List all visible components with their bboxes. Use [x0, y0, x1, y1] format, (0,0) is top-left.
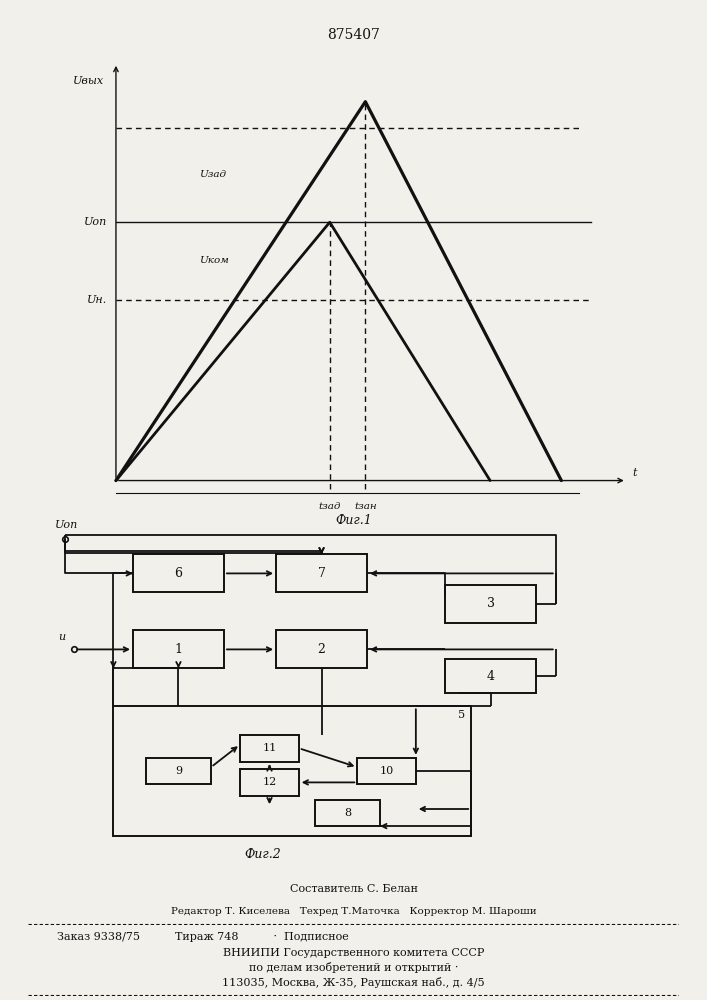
Text: Uоп: Uоп [84, 217, 107, 227]
Text: ВНИИПИ Государственного комитета СССР: ВНИИПИ Государственного комитета СССР [223, 948, 484, 958]
Text: 4: 4 [486, 670, 495, 682]
Bar [315, 800, 380, 826]
Text: Фиг.2: Фиг.2 [245, 848, 281, 861]
Text: 12: 12 [262, 777, 276, 787]
Text: Uн.: Uн. [87, 295, 107, 305]
Text: 6: 6 [175, 567, 182, 580]
Text: 9: 9 [175, 766, 182, 776]
Text: 11: 11 [262, 743, 276, 753]
Text: Редактор Т. Киселева   Техред Т.Маточка   Корректор М. Шароши: Редактор Т. Киселева Техред Т.Маточка Ко… [170, 907, 537, 916]
Text: 7: 7 [317, 567, 325, 580]
Text: Заказ 9338/75          Тираж 748          ·  Подписное: Заказ 9338/75 Тираж 748 · Подписное [57, 932, 349, 942]
Bar [133, 554, 224, 592]
Bar [276, 630, 367, 668]
Text: 1: 1 [175, 643, 182, 656]
Text: 875407: 875407 [327, 28, 380, 42]
Text: Uвых: Uвых [73, 76, 104, 86]
Text: 113035, Москва, Ж-35, Раушская наб., д. 4/5: 113035, Москва, Ж-35, Раушская наб., д. … [222, 977, 485, 988]
Bar [240, 735, 299, 762]
Bar [146, 758, 211, 784]
Text: Uзад: Uзад [199, 170, 226, 179]
Text: tзан: tзан [354, 502, 377, 511]
Text: 10: 10 [380, 766, 394, 776]
Text: Uком: Uком [199, 256, 229, 265]
Text: u: u [58, 632, 65, 642]
Bar [133, 630, 224, 668]
Text: 3: 3 [486, 597, 495, 610]
Bar [445, 659, 536, 693]
Text: Uоп: Uоп [55, 520, 78, 530]
Text: Составитель С. Белан: Составитель С. Белан [289, 884, 418, 894]
Bar [240, 769, 299, 796]
Bar [445, 585, 536, 623]
Text: 5: 5 [457, 710, 464, 720]
Text: 8: 8 [344, 808, 351, 818]
Bar [357, 758, 416, 784]
Bar [113, 706, 471, 836]
Text: tзад: tзад [318, 502, 341, 511]
Text: 2: 2 [317, 643, 325, 656]
Text: Фиг.1: Фиг.1 [335, 514, 372, 527]
Text: по делам изобретений и открытий ·: по делам изобретений и открытий · [249, 962, 458, 973]
Text: t: t [633, 468, 637, 478]
Bar [276, 554, 367, 592]
